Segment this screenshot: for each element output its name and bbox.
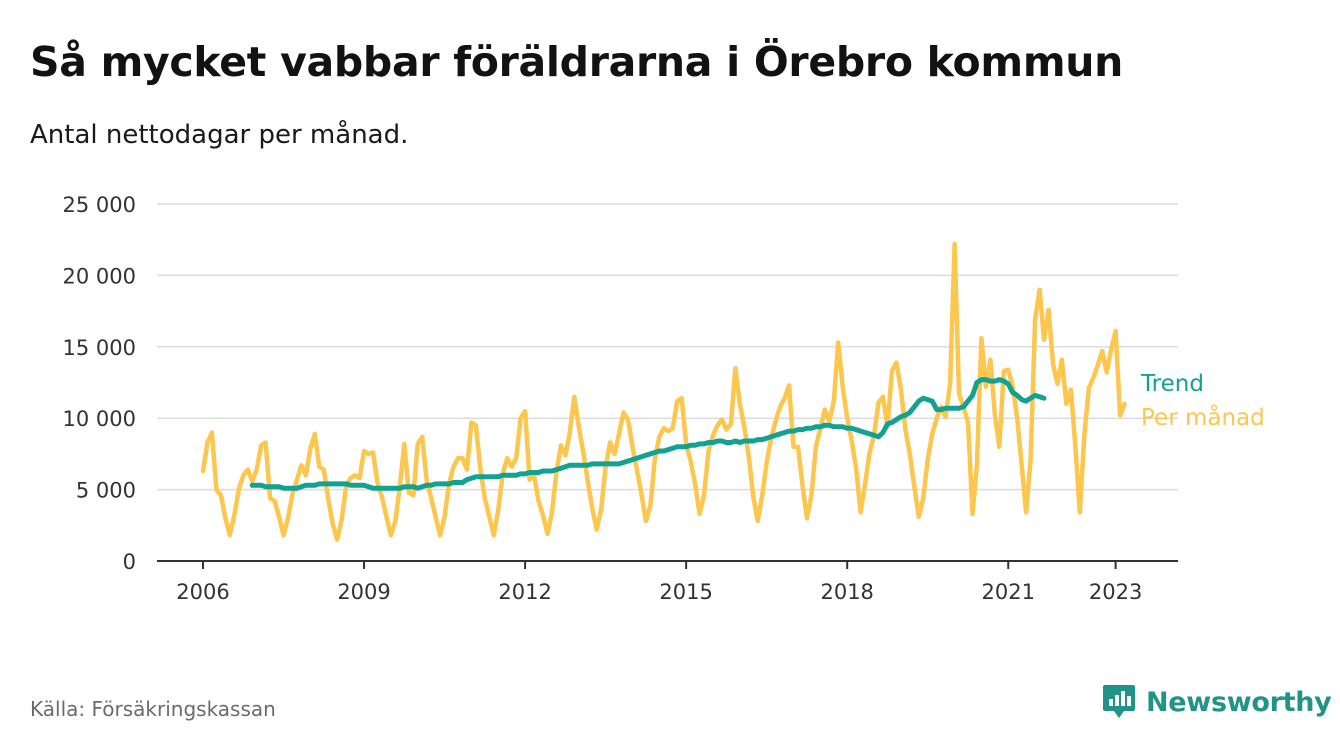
x-tick-label: 2012	[498, 580, 551, 604]
brand-logo: Newsworthy	[1102, 683, 1332, 721]
y-tick-label: 25 000	[63, 193, 136, 217]
newsworthy-logo-icon	[1103, 685, 1135, 718]
y-tick-label: 20 000	[63, 264, 136, 288]
series-line-per-manad	[200, 241, 1127, 542]
y-tick-label: 5 000	[76, 479, 136, 503]
y-tick-label: 10 000	[63, 407, 136, 431]
chart-title: Så mycket vabbar föräldrarna i Örebro ko…	[30, 38, 1124, 86]
series-label-trend: Trend	[1140, 371, 1204, 397]
series-line-trend	[249, 377, 1047, 491]
x-tick-label: 2021	[982, 580, 1035, 604]
y-axis: 0 5 000 10 000 15 000 20 000 25 000	[63, 193, 136, 574]
x-tick-label: 2023	[1089, 580, 1142, 604]
chart-subtitle: Antal nettodagar per månad.	[30, 120, 409, 150]
series-labels: Trend Per månad	[1140, 371, 1265, 431]
series-lines	[200, 241, 1127, 542]
series-label-per-manad: Per månad	[1141, 403, 1265, 431]
y-tick-label: 15 000	[63, 336, 136, 360]
x-tick-label: 2018	[820, 580, 873, 604]
x-tick-label: 2006	[176, 580, 229, 604]
brand-name: Newsworthy	[1146, 686, 1332, 718]
source-note: Källa: Försäkringskassan	[30, 697, 276, 721]
y-tick-label: 0	[123, 550, 136, 574]
x-tick-label: 2015	[659, 580, 712, 604]
x-tick-label: 2009	[337, 580, 390, 604]
x-axis: 2006 2009 2012 2015 2018 2021 2023	[157, 560, 1178, 604]
